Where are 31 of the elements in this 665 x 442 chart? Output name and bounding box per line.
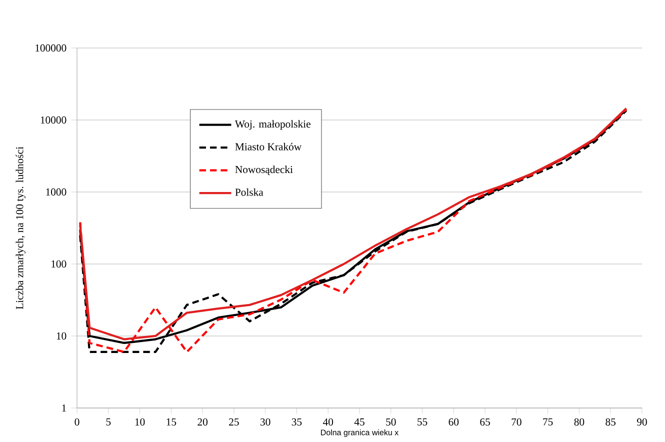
y-tick-label: 10000 xyxy=(40,116,66,124)
x-tick-label: 85 xyxy=(606,418,616,426)
x-tick-label: 10 xyxy=(135,418,145,426)
x-tick-label: 75 xyxy=(543,418,553,426)
x-tick-label: 80 xyxy=(574,418,584,426)
x-tick-label: 35 xyxy=(292,418,302,426)
y-tick-label: 1000 xyxy=(46,188,66,196)
x-tick-label: 15 xyxy=(166,418,176,426)
x-tick-label: 40 xyxy=(322,418,334,426)
x-tick-label: 70 xyxy=(512,418,522,426)
x-tick-label: 5 xyxy=(106,418,111,426)
y-tick-label: 1 xyxy=(62,404,66,412)
legend-label: Miasto Kraków xyxy=(235,142,302,150)
x-tick-label: 60 xyxy=(448,418,459,426)
x-tick-label: 90 xyxy=(636,418,647,426)
x-tick-label: 25 xyxy=(229,418,239,426)
y-axis-title: Liczba zmarłych, na 100 tys. ludności xyxy=(16,146,26,310)
x-tick-label: 50 xyxy=(386,418,396,426)
legend-label: Woj. małopolskie xyxy=(234,120,310,130)
x-tick-label: 55 xyxy=(418,418,428,426)
y-tick-label: 10 xyxy=(56,332,66,340)
x-tick-label: 45 xyxy=(354,418,364,426)
x-axis-title: Dolna granica wieku x xyxy=(321,429,399,437)
x-tick-label: 0 xyxy=(74,418,80,426)
x-tick-label: 30 xyxy=(260,418,270,426)
x-tick-label: 65 xyxy=(480,418,490,426)
x-tick-label: 20 xyxy=(198,418,208,426)
legend-label: Polska xyxy=(235,188,264,196)
y-tick-label: 100 xyxy=(52,260,66,268)
y-tick-label: 100000 xyxy=(36,44,66,52)
legend-label: Nowosądecki xyxy=(235,166,293,176)
